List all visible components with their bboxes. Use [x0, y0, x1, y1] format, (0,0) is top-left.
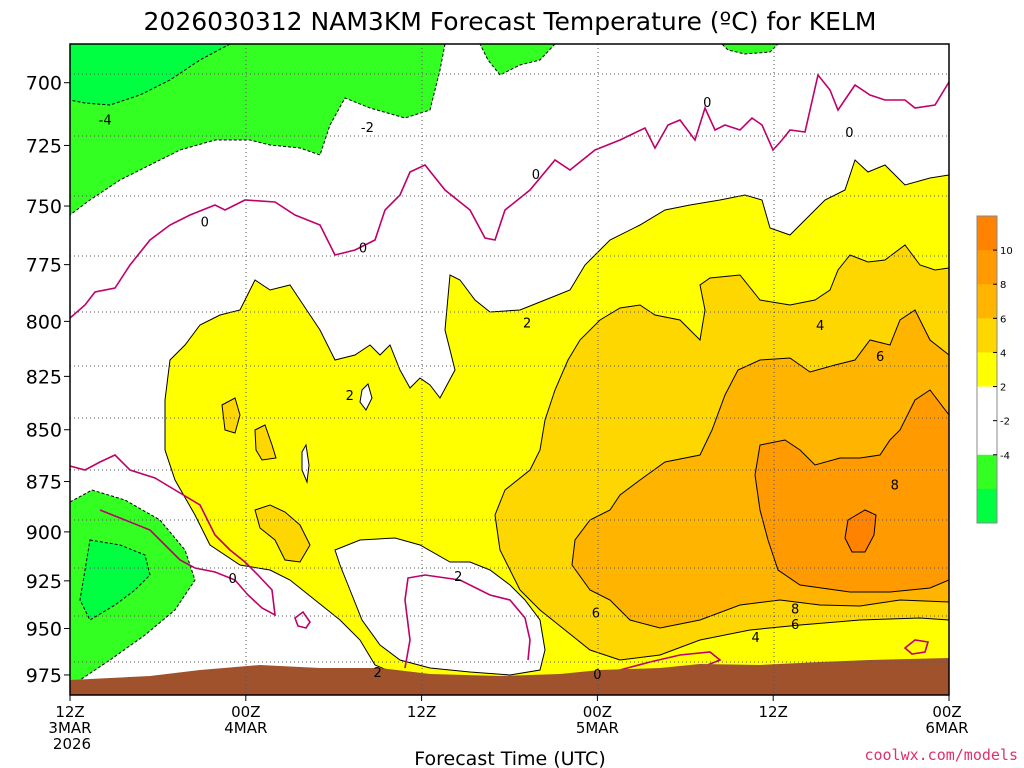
colorbar-label: 8 [1000, 280, 1006, 291]
temperature-field [70, 44, 949, 695]
small-white-blob-2 [301, 443, 310, 484]
x-tick-label: 00Z [231, 703, 260, 721]
x-tick-label: 4MAR [224, 719, 267, 737]
contour-label: 0 [703, 96, 711, 111]
colorbar-label: 10 [1000, 246, 1013, 257]
contour-label: 0 [532, 168, 540, 183]
colorbar-label: 6 [1000, 314, 1006, 325]
small-white-blob [359, 383, 373, 411]
colder-region-lower-left [79, 539, 151, 621]
contour-label: 0 [228, 572, 236, 587]
x-tick-label: 12Z [759, 703, 788, 721]
colorbar-segment [977, 216, 997, 251]
warm-region-8c [754, 389, 949, 593]
contour-label: 0 [845, 126, 853, 141]
colorbar-segment [977, 250, 997, 285]
x-tick-label: 3MAR [48, 719, 91, 737]
contour-label: 8 [791, 603, 799, 618]
colorbar-label: -4 [1000, 451, 1010, 462]
x-tick-label: 12Z [55, 703, 84, 721]
contour-label: 8 [891, 479, 899, 494]
contour-label: 0 [359, 241, 367, 256]
ground-surface [70, 658, 949, 695]
contour-label: 4 [816, 319, 824, 334]
contour-label: 6 [592, 606, 600, 621]
zero-degree-contours [70, 73, 949, 681]
gridlines [70, 44, 949, 695]
y-axis: 700 725 750 775 800 825 850 875 900 925 950 975 [26, 73, 70, 687]
cold-region-top-right [721, 44, 779, 55]
contour-label: 6 [876, 350, 884, 365]
x-tick-label: 00Z [583, 703, 612, 721]
y-tick-label: 775 [26, 255, 62, 277]
y-tick-label: 850 [26, 420, 62, 442]
y-tick-label: 800 [26, 311, 62, 333]
x-tick-label: 5MAR [576, 719, 619, 737]
contour-label: 6 [791, 618, 799, 633]
colorbar-segment [977, 352, 997, 388]
contour-label: 2 [374, 666, 382, 681]
y-tick-label: 975 [26, 665, 62, 687]
x-tick-label: 6MAR [925, 719, 968, 737]
contour-label: 0 [593, 668, 601, 683]
x-tick-label: 2026 [53, 735, 91, 753]
y-tick-label: 825 [26, 366, 62, 388]
y-tick-label: 725 [26, 135, 62, 157]
colorbar-label: 2 [1000, 383, 1006, 394]
colorbar-segment [977, 454, 997, 490]
contour-label: 0 [201, 216, 209, 231]
y-tick-label: 925 [26, 571, 62, 593]
contour-label: 2 [454, 570, 462, 585]
colorbar-frame [976, 215, 998, 524]
contour-label: 2 [346, 389, 354, 404]
colorbar-segment [977, 284, 997, 319]
x-tick-label: 12Z [407, 703, 436, 721]
x-axis-label: Forecast Time (UTC) [414, 748, 605, 768]
contour-label: 2 [523, 317, 531, 332]
colorbar-segment [977, 386, 997, 422]
y-tick-label: 750 [26, 196, 62, 218]
y-tick-label: 700 [26, 73, 62, 95]
cold-region-top-center [479, 44, 556, 76]
colorbar-label: 4 [1000, 348, 1006, 359]
contour-label: 4 [751, 631, 759, 646]
colorbar: 10 8 6 4 2 -2 -4 [976, 215, 1013, 524]
colorbar-segment [977, 488, 997, 524]
contour-label: -4 [99, 114, 112, 129]
y-tick-label: 875 [26, 472, 62, 494]
x-tick-label: 00Z [932, 703, 961, 721]
colorbar-segment [977, 420, 997, 456]
small-4c-blob [254, 504, 311, 563]
y-tick-label: 900 [26, 522, 62, 544]
warm-region-10c [844, 509, 877, 553]
contour-label: -2 [361, 121, 374, 136]
colorbar-label: -2 [1000, 417, 1010, 428]
credit-text[interactable]: coolwx.com/models [864, 746, 1018, 764]
colorbar-segment [977, 318, 997, 353]
plot-frame [69, 43, 950, 696]
chart-title: 2026030312 NAM3KM Forecast Temperature (… [144, 7, 877, 36]
small-4c-blob-3 [254, 424, 277, 461]
y-tick-label: 950 [26, 619, 62, 641]
cool-pocket-midlevel [334, 537, 546, 676]
small-4c-blob-2 [221, 397, 241, 434]
cold-region-upper-left [70, 44, 446, 216]
